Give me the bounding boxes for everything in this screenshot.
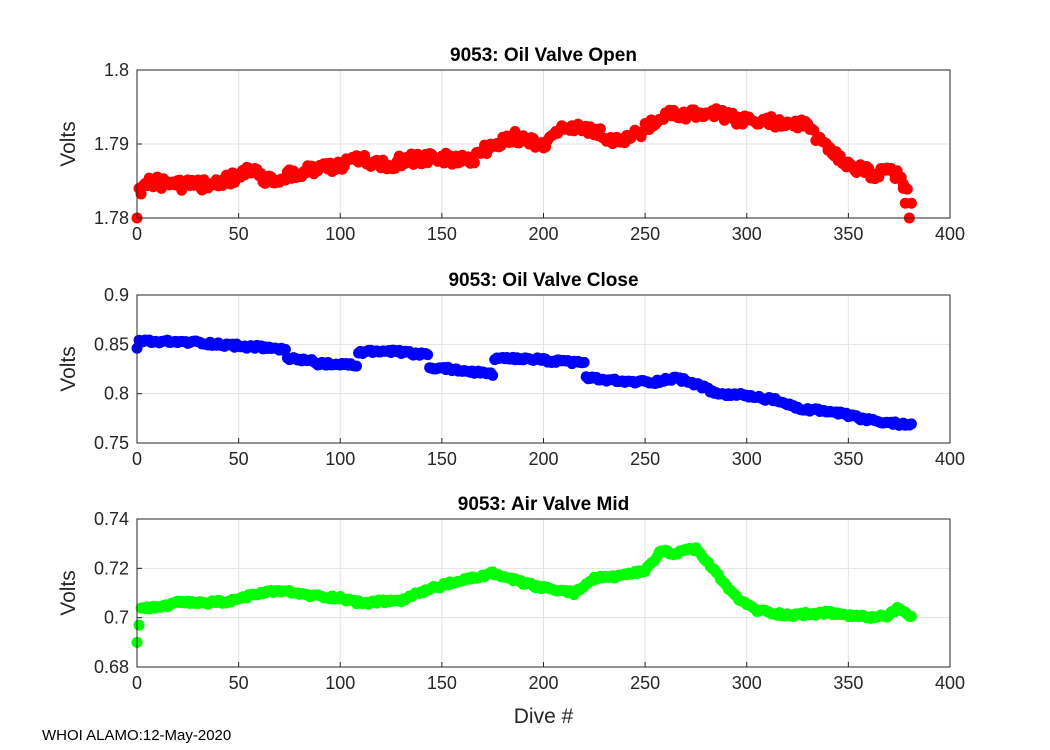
subplot-3: 0 50 100 150 200 250 300 350 400 0.68 0.7 0.72 0.74 9… xyxy=(57,494,965,728)
x-tick-label: 300 xyxy=(732,673,762,693)
y-tick-label: 1.8 xyxy=(104,60,129,80)
data-point xyxy=(905,610,917,622)
x-tick-label: 150 xyxy=(427,673,457,693)
x-tick-label: 150 xyxy=(427,449,457,469)
subplot-title: 9053: Air Valve Mid xyxy=(458,494,629,515)
x-tick-label: 0 xyxy=(132,224,142,244)
y-tick-label: 0.9 xyxy=(104,285,129,305)
subplot-title: 9053: Oil Valve Close xyxy=(448,270,638,291)
y-tick-label: 1.78 xyxy=(94,208,129,228)
x-tick-label: 150 xyxy=(427,224,457,244)
x-tick-label: 350 xyxy=(833,673,863,693)
y-tick-label: 0.85 xyxy=(94,334,129,354)
y-tick-label: 0.72 xyxy=(94,558,129,578)
axes-frame xyxy=(136,518,951,668)
x-tick-label: 200 xyxy=(528,449,558,469)
subplot-1: 0 50 100 150 200 250 300 350 400 1.78 1.79 1.8 9053:… xyxy=(57,45,965,244)
data-point xyxy=(351,360,363,372)
y-tick-label: 0.74 xyxy=(94,509,129,529)
x-tick-label: 100 xyxy=(325,224,355,244)
data-point xyxy=(487,369,499,381)
y-axis-label: Volts xyxy=(57,121,80,167)
axes-frame xyxy=(136,69,951,219)
x-tick-label: 350 xyxy=(833,224,863,244)
data-point xyxy=(905,418,917,430)
subplot-2: 0 50 100 150 200 250 300 350 400 0.75 0.8 0.85 0.9 90… xyxy=(57,270,965,469)
y-tick-label: 0.7 xyxy=(104,608,129,628)
data-point xyxy=(133,619,145,631)
axes-frame xyxy=(136,294,951,444)
y-tick-label: 1.79 xyxy=(94,134,129,154)
data-point xyxy=(905,197,917,209)
data-point xyxy=(509,126,521,138)
subplot-title: 9053: Oil Valve Open xyxy=(450,45,637,66)
x-tick-label: 400 xyxy=(935,224,965,244)
data-series xyxy=(131,542,917,648)
footer-timestamp: WHOI ALAMO:12-May-2020 xyxy=(42,727,232,744)
data-series xyxy=(131,103,917,224)
x-tick-label: 50 xyxy=(229,224,249,244)
x-tick-label: 250 xyxy=(630,673,660,693)
y-tick-label: 0.75 xyxy=(94,433,129,453)
x-tick-label: 100 xyxy=(325,449,355,469)
x-axis-label: Dive # xyxy=(514,705,574,728)
data-point xyxy=(468,157,480,169)
data-point xyxy=(279,343,291,355)
x-tick-label: 50 xyxy=(229,449,249,469)
x-tick-label: 250 xyxy=(630,449,660,469)
data-point xyxy=(578,356,590,368)
y-tick-label: 0.8 xyxy=(104,384,129,404)
x-tick-label: 100 xyxy=(325,673,355,693)
x-tick-label: 350 xyxy=(833,449,863,469)
x-tick-label: 300 xyxy=(732,449,762,469)
y-tick-label: 0.68 xyxy=(94,657,129,677)
x-tick-label: 0 xyxy=(132,449,142,469)
x-tick-label: 300 xyxy=(732,224,762,244)
x-tick-label: 0 xyxy=(132,673,142,693)
y-axis-label: Volts xyxy=(57,570,80,616)
data-point xyxy=(135,188,147,200)
x-tick-label: 400 xyxy=(935,449,965,469)
data-point xyxy=(422,349,434,361)
data-point xyxy=(594,123,606,135)
x-tick-label: 50 xyxy=(229,673,249,693)
data-series xyxy=(131,334,917,431)
x-tick-label: 200 xyxy=(528,224,558,244)
data-point xyxy=(897,182,909,194)
x-tick-label: 400 xyxy=(935,673,965,693)
x-tick-label: 200 xyxy=(528,673,558,693)
y-axis-label: Volts xyxy=(57,346,80,392)
x-tick-label: 250 xyxy=(630,224,660,244)
